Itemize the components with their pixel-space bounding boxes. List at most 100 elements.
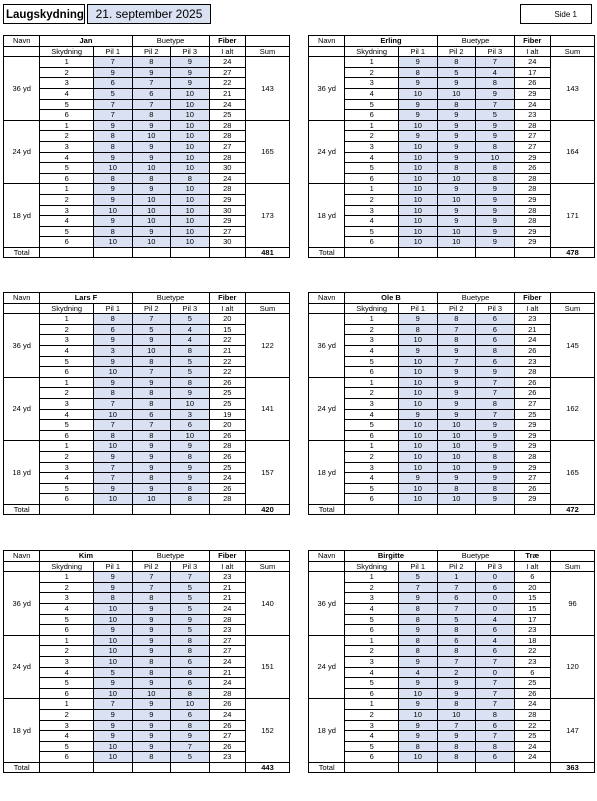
arrow2-score[interactable]: 8 [131,751,172,763]
arrow2-score[interactable]: 9 [131,624,172,636]
arrow2-score[interactable]: 9 [131,440,172,452]
arrow2-score[interactable]: 8 [436,645,477,657]
arrow1-score[interactable]: 7 [92,472,133,484]
arrow1-score[interactable]: 9 [92,624,133,636]
arrow3-score[interactable]: 9 [475,472,515,484]
arrow3-score[interactable]: 9 [170,66,210,79]
arrow1-score[interactable]: 4 [397,666,438,679]
arrow1-score[interactable]: 10 [92,236,133,248]
arrow3-score[interactable]: 10 [170,225,210,238]
arrow2-score[interactable]: 9 [131,645,172,657]
arrow2-score[interactable]: 10 [436,193,477,206]
arrow1-score[interactable]: 9 [397,98,438,111]
arrow1-score[interactable]: 10 [92,645,133,657]
arrow1-score[interactable]: 9 [397,655,438,668]
arrow3-score[interactable]: 8 [170,493,210,505]
arrow2-score[interactable]: 10 [436,450,477,463]
arrow1-score[interactable]: 8 [397,634,438,647]
arrow3-score[interactable]: 3 [170,408,210,421]
arrow1-score[interactable]: 10 [397,355,438,368]
arrow1-score[interactable]: 8 [397,613,438,626]
arrow2-score[interactable]: 9 [131,602,172,615]
arrow2-score[interactable]: 10 [131,687,172,700]
arrow1-score[interactable]: 7 [92,56,133,68]
arrow1-score[interactable]: 10 [397,140,438,153]
arrow1-score[interactable]: 10 [397,366,438,378]
arrow2-score[interactable]: 8 [131,56,172,68]
arrow2-score[interactable]: 9 [436,677,477,689]
arrow3-score[interactable]: 7 [170,740,210,753]
arrow3-score[interactable]: 9 [475,204,515,217]
arrow2-score[interactable]: 8 [131,429,172,442]
arrow1-score[interactable]: 9 [397,719,438,732]
arrow3-score[interactable]: 8 [170,344,210,357]
arrow2-score[interactable]: 9 [436,687,477,700]
arrow2-score[interactable]: 7 [131,313,172,325]
arrow2-score[interactable]: 8 [131,592,172,604]
arrow2-score[interactable]: 8 [436,334,477,346]
arrow3-score[interactable]: 9 [475,440,515,452]
arrow2-score[interactable]: 9 [131,482,172,495]
arrow1-score[interactable]: 8 [397,323,438,336]
arrow3-score[interactable]: 5 [170,366,210,378]
arrow2-score[interactable]: 10 [436,419,477,431]
arrow3-score[interactable]: 8 [170,376,210,389]
arrow2-score[interactable]: 9 [131,708,172,721]
arrow3-score[interactable]: 9 [170,730,210,742]
arrow3-score[interactable]: 8 [475,482,515,495]
arrow1-score[interactable]: 8 [92,140,133,153]
arrow3-score[interactable]: 7 [475,698,515,710]
arrow2-score[interactable]: 9 [131,450,172,463]
arrow2-score[interactable]: 8 [436,751,477,763]
arrow2-score[interactable]: 9 [436,215,477,227]
arrow1-score[interactable]: 9 [92,482,133,495]
arrow2-score[interactable]: 10 [436,429,477,442]
arrow2-score[interactable]: 9 [131,334,172,346]
arrow1-score[interactable]: 9 [397,472,438,484]
arrow1-score[interactable]: 8 [92,172,133,185]
arrow2-score[interactable]: 7 [436,602,477,615]
arrow1-score[interactable]: 9 [397,77,438,89]
arrow1-score[interactable]: 9 [92,215,133,227]
arrow3-score[interactable]: 9 [475,236,515,248]
arrow1-score[interactable]: 10 [397,493,438,505]
arrow3-score[interactable]: 10 [170,429,210,442]
arrow2-score[interactable]: 9 [436,140,477,153]
arrow1-score[interactable]: 6 [92,77,133,89]
arrow1-score[interactable]: 10 [397,119,438,132]
arrow3-score[interactable]: 7 [475,730,515,742]
arrow2-score[interactable]: 7 [131,419,172,431]
arrow3-score[interactable]: 10 [170,397,210,410]
arrow2-score[interactable]: 7 [436,355,477,368]
arrow2-score[interactable]: 5 [436,66,477,79]
arrow2-score[interactable]: 10 [436,461,477,474]
arrow3-score[interactable]: 5 [170,602,210,615]
arrow2-score[interactable]: 9 [131,719,172,732]
arrow3-score[interactable]: 7 [475,56,515,68]
arrow3-score[interactable]: 0 [475,592,515,604]
arrow2-score[interactable]: 6 [131,408,172,421]
arrow2-score[interactable]: 5 [436,613,477,626]
arrow3-score[interactable]: 8 [475,77,515,89]
arrow3-score[interactable]: 10 [170,140,210,153]
arrow2-score[interactable]: 9 [436,109,477,121]
arrow3-score[interactable]: 5 [170,313,210,325]
arrow1-score[interactable]: 9 [92,183,133,195]
arrow3-score[interactable]: 4 [170,334,210,346]
arrow3-score[interactable]: 5 [475,109,515,121]
arrow3-score[interactable]: 6 [475,624,515,636]
arrow2-score[interactable]: 9 [436,344,477,357]
arrow2-score[interactable]: 9 [131,376,172,389]
arrow2-score[interactable]: 10 [436,225,477,238]
arrow3-score[interactable]: 0 [475,666,515,679]
arrow1-score[interactable]: 9 [92,677,133,689]
arrow3-score[interactable]: 8 [170,645,210,657]
arrow3-score[interactable]: 5 [170,592,210,604]
arrow2-score[interactable]: 2 [436,666,477,679]
arrow3-score[interactable]: 7 [475,687,515,700]
arrow2-score[interactable]: 9 [436,366,477,378]
arrow3-score[interactable]: 8 [475,140,515,153]
arrow1-score[interactable]: 10 [92,655,133,668]
arrow3-score[interactable]: 9 [475,419,515,431]
arrow2-score[interactable]: 7 [131,571,172,583]
